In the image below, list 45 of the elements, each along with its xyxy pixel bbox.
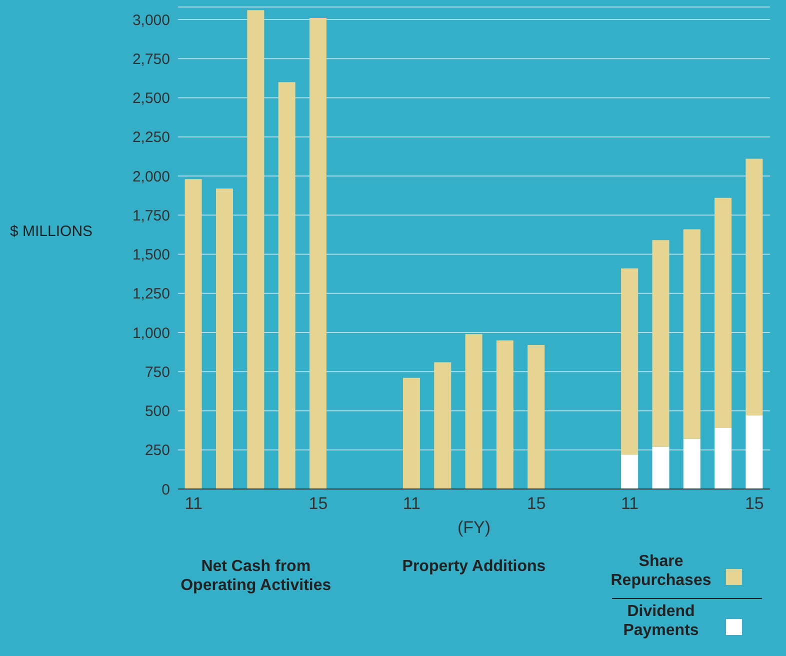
- bar: [683, 438, 700, 489]
- bar: [621, 454, 638, 489]
- y-tick-label: 2,500: [132, 90, 170, 108]
- y-tick-label: 2,000: [132, 168, 170, 186]
- bar: [746, 158, 763, 416]
- text: Net Cash from Operating Activities: [180, 557, 332, 595]
- bar: [216, 188, 234, 489]
- bar: [621, 268, 638, 455]
- bar: [714, 428, 732, 489]
- x-tick-label: 11: [402, 494, 421, 514]
- bar: [184, 179, 202, 489]
- y-tick-label: 1,000: [132, 324, 170, 342]
- y-tick-label: 750: [144, 364, 170, 381]
- bar: [683, 229, 700, 439]
- bar: [746, 415, 763, 489]
- y-tick-label: 500: [144, 403, 170, 420]
- x-axis-title: (FY): [456, 518, 492, 538]
- y-tick-label: 250: [144, 442, 170, 460]
- bar: [652, 446, 670, 489]
- y-tick-label: 1,500: [132, 246, 170, 264]
- bar: [652, 240, 670, 447]
- y-tick-label: 1,250: [132, 286, 170, 303]
- bar: [528, 345, 545, 489]
- y-tick-label: 2,750: [132, 50, 170, 68]
- y-tick-label: 2,250: [132, 129, 170, 146]
- bar: [278, 82, 296, 489]
- x-tick-label: 15: [308, 494, 328, 514]
- bar: [496, 340, 514, 489]
- y-tick-label: 1,750: [132, 207, 170, 224]
- bar: [434, 362, 452, 489]
- legend-label: Dividend Payments: [622, 602, 700, 641]
- text: Property Additions: [401, 557, 547, 576]
- bar: [465, 334, 482, 489]
- bar: [247, 10, 264, 489]
- y-tick-label: 3,000: [132, 12, 170, 29]
- legend-label: Share Repurchases: [610, 552, 712, 591]
- x-tick-label: 11: [620, 494, 639, 514]
- x-tick-label: 15: [744, 494, 764, 514]
- bar: [402, 378, 420, 489]
- y-axis-title: $ MILLIONS: [10, 223, 93, 240]
- x-tick-label: 15: [526, 494, 546, 514]
- bar: [714, 198, 732, 428]
- y-tick-label: 0: [162, 481, 170, 498]
- x-tick-label: 11: [184, 494, 202, 514]
- bar: [309, 18, 326, 489]
